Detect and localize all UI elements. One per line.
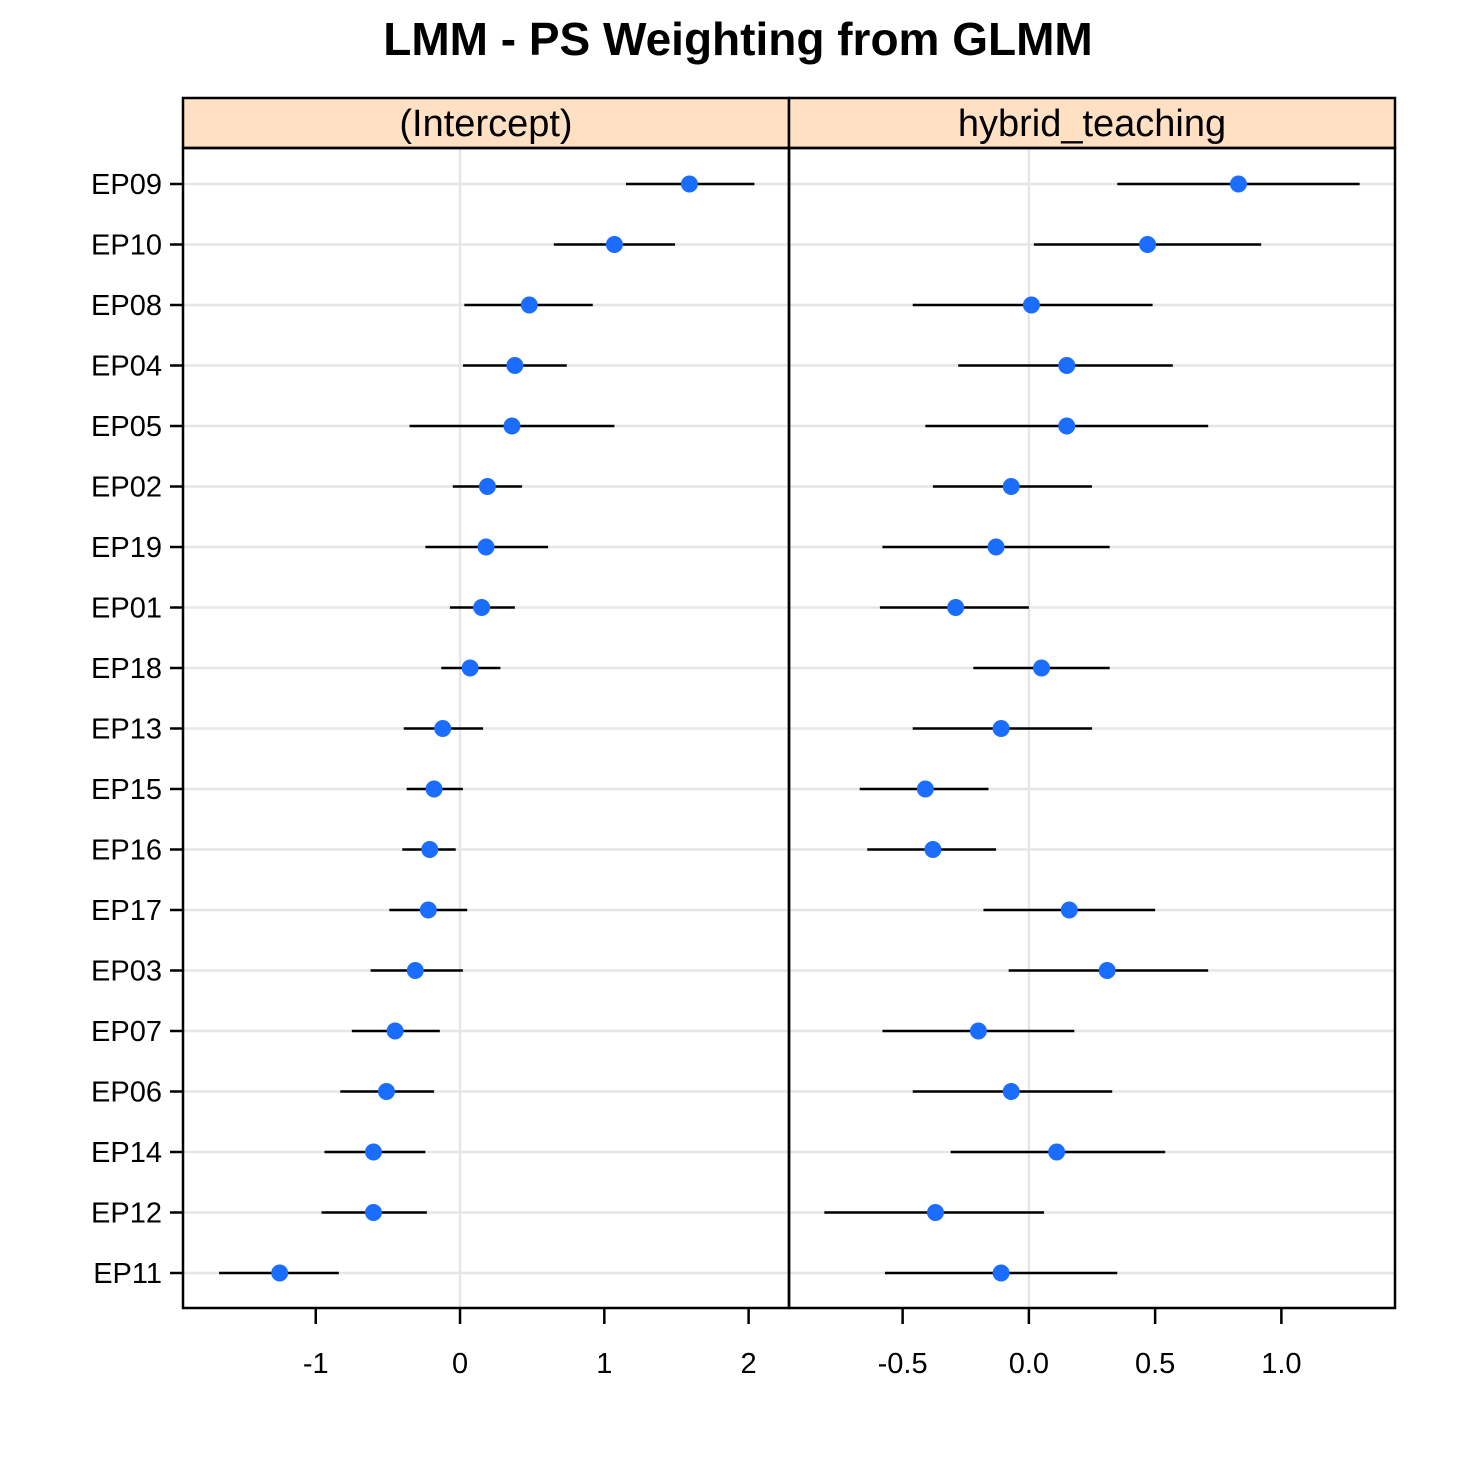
point-hybrid_teaching-ep16 bbox=[924, 841, 942, 858]
row-label-ep10: EP10 bbox=[91, 230, 162, 262]
row-label-ep06: EP06 bbox=[91, 1077, 162, 1109]
point-intercept-ep06 bbox=[377, 1083, 395, 1100]
point-hybrid_teaching-ep12 bbox=[926, 1204, 944, 1221]
point-hybrid_teaching-ep14 bbox=[1048, 1143, 1066, 1161]
point-intercept-ep15 bbox=[425, 780, 443, 798]
point-intercept-ep07 bbox=[386, 1022, 404, 1040]
point-hybrid_teaching-ep09 bbox=[1229, 175, 1247, 193]
row-label-ep05: EP05 bbox=[91, 411, 162, 443]
point-hybrid_teaching-ep19 bbox=[987, 538, 1005, 556]
point-hybrid_teaching-ep04 bbox=[1058, 357, 1076, 374]
point-intercept-ep09 bbox=[680, 175, 698, 193]
row-label-ep11: EP11 bbox=[93, 1258, 162, 1290]
point-intercept-ep01 bbox=[473, 599, 491, 616]
point-hybrid_teaching-ep02 bbox=[1002, 478, 1020, 495]
point-hybrid_teaching-ep03 bbox=[1098, 962, 1116, 979]
point-hybrid_teaching-ep07 bbox=[969, 1022, 987, 1040]
point-hybrid_teaching-ep13 bbox=[992, 720, 1010, 737]
point-hybrid_teaching-ep18 bbox=[1033, 659, 1050, 677]
point-intercept-ep11 bbox=[271, 1264, 289, 1282]
row-label-ep17: EP17 bbox=[91, 895, 162, 927]
row-label-ep04: EP04 bbox=[91, 351, 162, 383]
x-tick-label-intercept: 0 bbox=[452, 1348, 468, 1380]
x-tick-label-hybrid_teaching: 0.0 bbox=[1009, 1348, 1049, 1380]
point-hybrid_teaching-ep05 bbox=[1058, 417, 1076, 435]
row-label-ep19: EP19 bbox=[91, 532, 162, 564]
point-hybrid_teaching-ep01 bbox=[947, 599, 965, 616]
row-label-ep01: EP01 bbox=[91, 593, 162, 625]
row-label-ep02: EP02 bbox=[91, 472, 162, 504]
point-hybrid_teaching-ep10 bbox=[1139, 236, 1157, 253]
strip-label-intercept: (Intercept) bbox=[399, 103, 572, 145]
point-intercept-ep16 bbox=[421, 841, 439, 858]
row-label-ep12: EP12 bbox=[91, 1198, 162, 1230]
point-intercept-ep18 bbox=[461, 659, 479, 677]
point-intercept-ep10 bbox=[605, 236, 623, 253]
point-intercept-ep04 bbox=[506, 357, 524, 374]
point-hybrid_teaching-ep11 bbox=[992, 1264, 1010, 1282]
point-intercept-ep02 bbox=[478, 478, 496, 495]
point-hybrid_teaching-ep08 bbox=[1022, 296, 1040, 314]
chart-title: LMM - PS Weighting from GLMM bbox=[383, 13, 1093, 65]
point-hybrid_teaching-ep15 bbox=[916, 780, 934, 798]
x-tick-label-hybrid_teaching: 0.5 bbox=[1135, 1348, 1175, 1380]
point-intercept-ep05 bbox=[503, 417, 521, 435]
point-intercept-ep13 bbox=[434, 720, 452, 737]
row-label-ep13: EP13 bbox=[91, 714, 162, 746]
x-tick-label-hybrid_teaching: 1.0 bbox=[1261, 1348, 1301, 1380]
strip-label-hybrid_teaching: hybrid_teaching bbox=[958, 103, 1226, 145]
text-layer: EP09 EP10 EP08 EP04 EP05 EP02 EP19 EP01 EP18 EP13… bbox=[91, 103, 1301, 1380]
marks-layer bbox=[219, 175, 1360, 1282]
row-label-ep03: EP03 bbox=[91, 956, 162, 988]
point-intercept-ep08 bbox=[520, 296, 538, 314]
row-label-ep18: EP18 bbox=[91, 653, 162, 685]
point-hybrid_teaching-ep06 bbox=[1002, 1083, 1020, 1100]
point-hybrid_teaching-ep17 bbox=[1060, 901, 1078, 919]
point-intercept-ep14 bbox=[364, 1143, 382, 1161]
panel-frame-hybrid_teaching bbox=[787, 146, 1397, 1310]
x-tick-label-intercept: 2 bbox=[741, 1348, 757, 1380]
x-tick-label-intercept: -1 bbox=[303, 1348, 329, 1380]
row-label-ep15: EP15 bbox=[91, 774, 162, 806]
row-label-ep09: EP09 bbox=[91, 169, 162, 201]
row-label-ep08: EP08 bbox=[91, 290, 162, 322]
point-intercept-ep12 bbox=[364, 1204, 382, 1221]
point-intercept-ep19 bbox=[477, 538, 495, 556]
x-tick-label-hybrid_teaching: -0.5 bbox=[878, 1348, 928, 1380]
point-intercept-ep17 bbox=[419, 901, 437, 919]
row-label-ep07: EP07 bbox=[91, 1016, 162, 1048]
x-tick-label-intercept: 1 bbox=[596, 1348, 612, 1380]
point-intercept-ep03 bbox=[406, 962, 424, 979]
row-label-ep16: EP16 bbox=[91, 835, 162, 867]
row-label-ep14: EP14 bbox=[91, 1137, 162, 1169]
frame-layer bbox=[170, 96, 1397, 1324]
